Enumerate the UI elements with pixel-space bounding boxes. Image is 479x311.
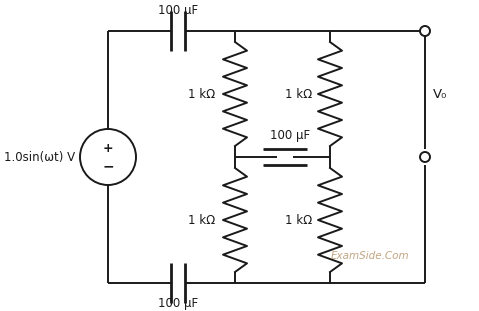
Text: 1.0sin(ωt) V: 1.0sin(ωt) V: [4, 151, 75, 164]
Text: ExamSide.Com: ExamSide.Com: [331, 251, 410, 261]
Text: 1 kΩ: 1 kΩ: [285, 213, 312, 226]
Circle shape: [420, 152, 430, 162]
Text: 1 kΩ: 1 kΩ: [188, 213, 215, 226]
Text: 100 μF: 100 μF: [158, 4, 198, 17]
Text: −: −: [102, 159, 114, 173]
Text: +: +: [103, 142, 114, 156]
Text: 1 kΩ: 1 kΩ: [188, 87, 215, 100]
Text: 100 μF: 100 μF: [270, 129, 310, 142]
Circle shape: [420, 26, 430, 36]
Text: 100 μF: 100 μF: [158, 297, 198, 310]
Text: V₀: V₀: [433, 87, 447, 100]
Text: 1 kΩ: 1 kΩ: [285, 87, 312, 100]
